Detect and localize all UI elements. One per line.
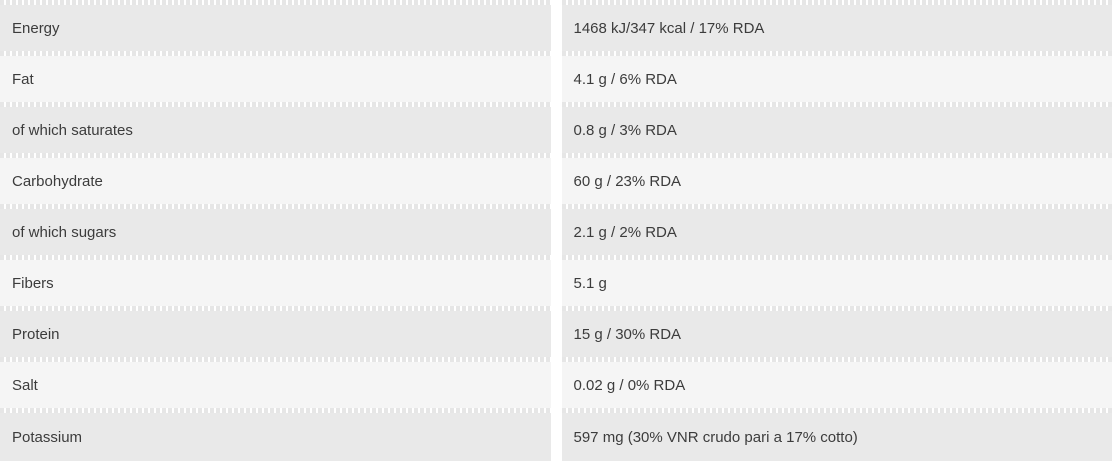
dashed-divider-segment xyxy=(0,0,551,5)
nutrient-name: Potassium xyxy=(0,413,551,461)
dashed-divider xyxy=(0,306,1112,311)
nutrient-value: 597 mg (30% VNR crudo pari a 17% cotto) xyxy=(561,413,1112,461)
nutrient-value: 5.1 g xyxy=(561,260,1112,306)
dashed-divider xyxy=(0,153,1112,158)
nutrient-value: 1468 kJ/347 kcal / 17% RDA xyxy=(561,5,1112,51)
nutrient-value: 0.8 g / 3% RDA xyxy=(561,107,1112,153)
nutrient-name: of which saturates xyxy=(0,107,551,153)
dashed-divider-segment xyxy=(0,357,551,362)
nutrient-name: Carbohydrate xyxy=(0,158,551,204)
dashed-divider-segment xyxy=(0,408,551,413)
nutrient-name: Energy xyxy=(0,5,551,51)
dashed-divider-segment xyxy=(0,255,551,260)
dashed-divider xyxy=(0,51,1112,56)
table-row: Protein 15 g / 30% RDA xyxy=(0,311,1112,357)
dashed-divider-segment xyxy=(561,0,1112,5)
dashed-divider-segment xyxy=(0,153,551,158)
dashed-divider-segment xyxy=(561,408,1112,413)
table-row: Fibers 5.1 g xyxy=(0,260,1112,306)
dashed-divider xyxy=(0,255,1112,260)
dashed-divider-segment xyxy=(561,51,1112,56)
table-row: Fat 4.1 g / 6% RDA xyxy=(0,56,1112,102)
table-row: Energy 1468 kJ/347 kcal / 17% RDA xyxy=(0,5,1112,51)
dashed-divider-segment xyxy=(561,153,1112,158)
dashed-divider-segment xyxy=(0,306,551,311)
dashed-divider xyxy=(0,357,1112,362)
dashed-divider-segment xyxy=(561,204,1112,209)
dashed-divider-segment xyxy=(0,102,551,107)
dashed-divider xyxy=(0,408,1112,413)
table-row: Carbohydrate 60 g / 23% RDA xyxy=(0,158,1112,204)
table-row: of which saturates 0.8 g / 3% RDA xyxy=(0,107,1112,153)
dashed-divider-segment xyxy=(561,306,1112,311)
nutrient-name: Fibers xyxy=(0,260,551,306)
nutrient-value: 0.02 g / 0% RDA xyxy=(561,362,1112,408)
dashed-divider xyxy=(0,102,1112,107)
table-row: Potassium 597 mg (30% VNR crudo pari a 17… xyxy=(0,413,1112,461)
dashed-divider-segment xyxy=(561,255,1112,260)
dashed-divider-segment xyxy=(561,357,1112,362)
dashed-divider-segment xyxy=(0,204,551,209)
table-row: Salt 0.02 g / 0% RDA xyxy=(0,362,1112,408)
dashed-divider-segment xyxy=(561,102,1112,107)
nutrient-name: Salt xyxy=(0,362,551,408)
dashed-divider xyxy=(0,0,1112,5)
nutrient-name: Fat xyxy=(0,56,551,102)
table-row: of which sugars 2.1 g / 2% RDA xyxy=(0,209,1112,255)
nutrient-name: of which sugars xyxy=(0,209,551,255)
nutrient-name: Protein xyxy=(0,311,551,357)
dashed-divider xyxy=(0,204,1112,209)
nutrient-value: 15 g / 30% RDA xyxy=(561,311,1112,357)
nutrient-value: 60 g / 23% RDA xyxy=(561,158,1112,204)
nutrient-value: 2.1 g / 2% RDA xyxy=(561,209,1112,255)
dashed-divider-segment xyxy=(0,51,551,56)
nutrient-value: 4.1 g / 6% RDA xyxy=(561,56,1112,102)
